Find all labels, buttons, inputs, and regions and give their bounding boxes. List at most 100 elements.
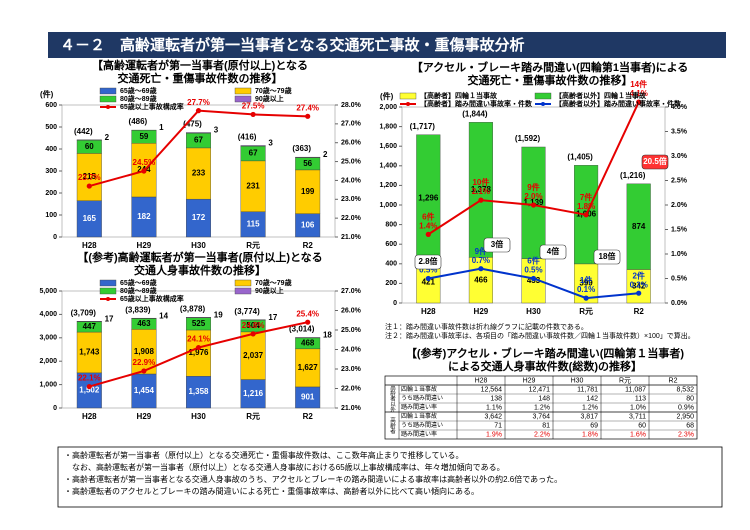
data-label: 466: [474, 275, 488, 284]
table-header: H29: [523, 377, 536, 384]
bar-segment: [76, 372, 102, 409]
bar-segment: [240, 211, 266, 238]
count-label: 10件: [472, 177, 489, 187]
bar-segment: [240, 145, 266, 147]
line-label: 0.7%: [472, 256, 490, 265]
line-marker: [250, 111, 256, 118]
legend-swatch: [99, 95, 117, 103]
data-label: 18: [323, 331, 332, 340]
total-label: (3,839): [125, 305, 151, 314]
y2-tick-label: 3.0%: [671, 153, 688, 160]
table-cell: 1.1%: [486, 404, 502, 411]
annotation: 20.5倍: [643, 156, 667, 166]
line-label: 27.4%: [296, 103, 319, 112]
bar-segment: [240, 160, 266, 212]
total-label: (1,717): [410, 122, 436, 131]
legend-label: 70歳～79歳: [255, 278, 292, 287]
table-cell: 3,764: [532, 413, 550, 420]
table-cell: 142: [586, 395, 598, 402]
table-row-label: うち踏み間違い: [401, 421, 443, 429]
table-cell: 3,642: [484, 413, 502, 420]
y2-tick-label: 1.0%: [671, 251, 688, 258]
table-cell: 69: [590, 422, 598, 429]
data-label: 901: [301, 393, 315, 402]
x-tick-label: R元: [246, 412, 260, 421]
y2-tick-label: 21.0%: [341, 234, 362, 241]
table-header: R元: [619, 376, 631, 384]
y-tick-label: 1,600: [379, 143, 397, 150]
x-tick-label: H29: [137, 241, 152, 250]
line-marker: [195, 108, 202, 114]
legend-label: 【高齢者】踏み間違い事故率・件数: [420, 99, 533, 108]
bar-segment: [131, 196, 157, 238]
line-marker: [305, 113, 311, 119]
chart-title: 【アクセル・ブレーキ踏み間違い(四輪第1当事者)による: [412, 60, 689, 74]
y2-tick-label: 27.0%: [341, 288, 362, 295]
table-cell: 0.9%: [678, 404, 694, 411]
legend-swatch: [399, 92, 417, 100]
line-marker: [636, 290, 642, 296]
line-label: 23.7%: [78, 173, 101, 182]
data-label: 59: [139, 132, 148, 141]
total-label: (3,709): [71, 308, 97, 317]
data-label: 463: [137, 319, 151, 328]
total-label: (3,774): [234, 307, 260, 316]
x-tick-label: R2: [303, 241, 314, 250]
table-header: H28: [475, 377, 488, 384]
total-label: (1,216): [620, 171, 646, 180]
line-label: 22.1%: [78, 374, 101, 383]
legend-swatch: [406, 102, 410, 106]
y2-tick-label: 24.0%: [341, 346, 362, 353]
y2-tick-label: 26.0%: [341, 140, 362, 147]
y-tick-label: 1,400: [379, 163, 397, 170]
note: なお、高齢運転者が第一当事者（原付以上）となる交通人身事故における65歳以上事故…: [64, 462, 505, 472]
line-marker: [478, 266, 484, 272]
y-tick-label: 500: [45, 124, 57, 131]
line-label: 1.4%: [419, 222, 437, 231]
table-cell: 1.6%: [630, 431, 646, 438]
data-label: 399: [579, 279, 593, 288]
bar-segment: [186, 147, 211, 200]
table-cell: 148: [538, 395, 550, 402]
data-label: 1,454: [134, 386, 155, 395]
annotation: 2.8倍: [418, 256, 437, 266]
count-label: 7件: [580, 192, 592, 202]
line-marker: [86, 183, 92, 189]
legend-label: 90歳以上: [255, 94, 284, 103]
data-label: 1: [159, 123, 164, 132]
y2-tick-label: 22.0%: [341, 385, 362, 392]
line-marker: [583, 212, 589, 218]
line-marker: [305, 319, 311, 325]
y-tick-label: 0: [53, 234, 57, 241]
line-marker: [425, 275, 431, 282]
line-label: 2.0%: [524, 192, 542, 201]
line-label: 1.8%: [577, 202, 595, 211]
data-label: 17: [105, 314, 114, 323]
data-label: 60: [85, 142, 94, 151]
table-cell: 138: [490, 395, 502, 402]
line-marker: [141, 168, 147, 174]
table-cell: 80: [686, 395, 694, 402]
table-cell: 1.8%: [582, 431, 598, 438]
bar-segment: [295, 348, 321, 388]
annotation-box: [539, 244, 567, 260]
y2-tick-label: 22.0%: [341, 215, 362, 222]
data-label: 172: [192, 213, 206, 222]
y-axis-label: (件): [40, 89, 54, 99]
y-tick-label: 100: [45, 212, 57, 219]
total-label: (1,405): [567, 152, 593, 161]
data-label: 231: [246, 181, 260, 190]
legend-swatch: [234, 287, 252, 295]
y2-tick-label: 2.5%: [671, 177, 688, 184]
y2-tick-label: 0.0%: [671, 300, 688, 307]
table-cell: 11,781: [577, 386, 598, 393]
line-label: 0.1%: [577, 285, 595, 294]
data-label: 215: [83, 172, 97, 181]
chart-title: 交通人身事故件数の推移】: [134, 263, 266, 277]
count-label: 9件: [475, 246, 487, 256]
line-label: 0.5%: [524, 266, 542, 275]
data-label: 19: [214, 310, 223, 319]
line-label: 27.7%: [187, 98, 210, 107]
